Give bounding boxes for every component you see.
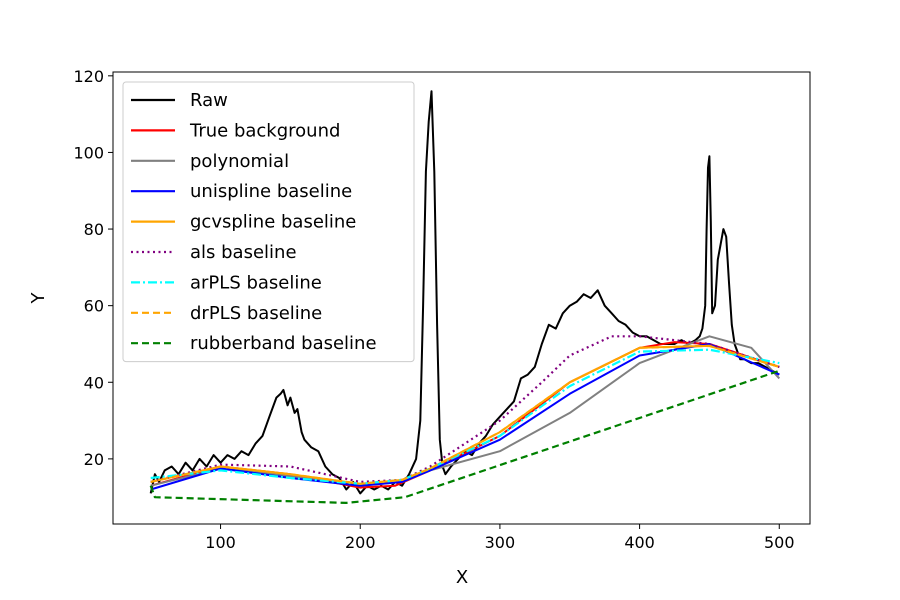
y-tick-label: 80 [84,220,104,239]
legend-label: unispline baseline [190,181,352,202]
plot-frame [112,71,811,525]
x-tick-label: 400 [624,533,655,552]
legend: Raw True background polynomial unispline ba… [122,81,415,363]
legend-label: als baseline [190,242,297,263]
x-tick-label: 200 [345,533,376,552]
legend-label: gcvspline baseline [190,212,356,233]
x-axis-label: X [456,567,468,588]
y-tick-label: 60 [84,297,104,316]
legend-label: True background [189,120,340,141]
legend-label: drPLS baseline [190,303,322,324]
x-tick-label: 300 [485,533,516,552]
y-tick-label: 20 [84,450,104,469]
x-tick-label: 500 [764,533,795,552]
series-line-polynomial [150,335,781,487]
legend-label: Raw [190,90,228,111]
legend-label: rubberband baseline [190,333,377,354]
axis-layer: 100 200 300 400 500 20 40 60 80 100 120 [73,67,794,552]
series-line-drpls-baseline [150,344,780,485]
series-line-arpls-baseline [150,348,780,485]
legend-box [122,81,415,363]
y-axis-label: Y [28,292,49,305]
legend-label: arPLS baseline [190,272,322,293]
series-line-als-baseline [150,335,780,483]
series-line-rubberband-baseline [149,369,780,504]
y-tick-label: 40 [84,373,104,392]
y-tick-label: 100 [73,143,104,162]
legend-label: polynomial [190,151,289,172]
y-tick-label: 120 [73,67,104,86]
x-tick-label: 100 [205,533,236,552]
series-layer [149,90,781,504]
